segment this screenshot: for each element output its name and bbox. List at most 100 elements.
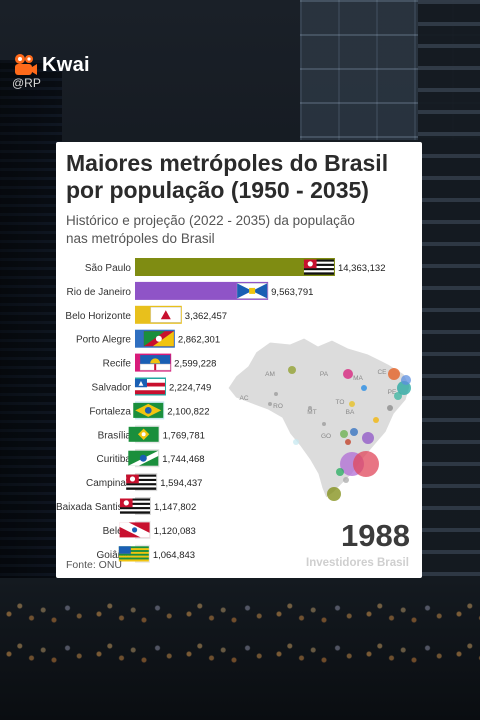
map-city-bubble <box>327 487 341 501</box>
bar-category-label: Porto Alegre <box>76 335 131 346</box>
state-flag-icon <box>236 283 268 299</box>
bar-value-label: 9,563,791 <box>271 287 313 298</box>
bar-category-label: Belo Horizonte <box>65 311 131 322</box>
chart-subtitle: Histórico e projeção (2022 - 2035) da po… <box>66 213 355 246</box>
bar-value-label: 1,769,781 <box>163 430 205 441</box>
bar-value-label: 2,100,822 <box>167 406 209 417</box>
kwai-handle: @RP <box>12 76 41 90</box>
bar-row: Curitiba 1,744,468 <box>97 449 205 468</box>
map-state-label: GO <box>321 433 331 440</box>
map-state-label: PE <box>388 389 397 396</box>
bar-row: São Paulo 14,363,132 <box>85 258 386 276</box>
brand-label: Investidores Brasil <box>306 557 409 569</box>
map-state-label: PA <box>320 371 329 378</box>
bar-row: Rio de Janeiro 9,563,791 <box>67 281 313 300</box>
map-city-bubble <box>345 439 351 445</box>
chart-card: Maiores metrópoles do Brasil por populaç… <box>56 142 422 578</box>
map-city-bubble <box>340 430 348 438</box>
bar-value-label: 1,744,468 <box>162 454 204 465</box>
bar-category-label: Brasília <box>98 430 132 441</box>
bar-category-label: Belém <box>103 526 131 537</box>
bar-row: Brasília 1,769,781 <box>98 425 205 444</box>
state-flag-icon <box>133 402 164 418</box>
bar-category-label: Rio de Janeiro <box>67 287 132 298</box>
map-city-bubble <box>362 432 374 444</box>
map-city-bubble <box>288 366 296 374</box>
bar-row: Recife 2,599,228 <box>103 353 216 372</box>
bar-row: Campinas 1,594,437 <box>86 473 202 492</box>
brazil-map-shape <box>227 337 411 499</box>
bar-value-label: 2,599,228 <box>174 359 216 370</box>
state-flag-icon <box>126 474 157 490</box>
map-city-bubble <box>308 406 312 410</box>
map-city-bubble <box>353 451 379 477</box>
map-city-bubble <box>349 401 355 407</box>
map-state-label: MT <box>307 409 316 416</box>
map-city-bubble <box>361 385 367 391</box>
map-city-bubble <box>293 439 299 445</box>
state-flag-icon <box>119 522 150 538</box>
map-city-bubble <box>387 405 393 411</box>
year-label: 1988 <box>341 518 410 553</box>
bar-category-label: Salvador <box>92 383 132 394</box>
map-city-bubble <box>336 468 344 476</box>
map-city-bubble <box>343 477 349 483</box>
bar-value-label: 2,224,749 <box>169 383 211 394</box>
map-city-bubble <box>274 392 278 396</box>
state-flag-icon <box>139 355 171 371</box>
state-flag-icon <box>150 307 182 323</box>
source-label: Fonte: ONU <box>66 559 123 571</box>
bar-row: Goiânia 1,064,843 <box>97 544 195 563</box>
bar-category-label: Goiânia <box>97 550 132 561</box>
map-city-bubble <box>350 428 358 436</box>
bars-group: São Paulo 14,363,132 Rio de Janeiro 9,563,7… <box>56 258 386 563</box>
state-flag-icon <box>128 426 159 442</box>
state-flag-icon <box>128 450 159 466</box>
bar <box>135 258 335 276</box>
kwai-name: Kwai <box>42 53 90 76</box>
bar-value-label: 1,064,843 <box>153 550 195 561</box>
bar-category-label: Recife <box>103 359 132 370</box>
map-city-bubble <box>373 417 379 423</box>
map-state-label: AM <box>265 371 275 378</box>
building-left <box>0 60 62 620</box>
state-flag-icon <box>134 379 165 395</box>
kwai-logo-icon <box>15 54 37 75</box>
map-city-bubble <box>394 392 402 400</box>
city-skyline <box>0 578 480 720</box>
bar-row: Belém 1,120,083 <box>103 520 196 539</box>
bar-row: Baixada Santista 1,147,802 <box>56 497 196 515</box>
map-city-bubble <box>343 369 353 379</box>
map-city-bubble <box>401 375 411 385</box>
chart-title: Maiores metrópoles do Brasil por populaç… <box>66 150 389 203</box>
bar-row: Porto Alegre 2,862,301 <box>76 329 220 348</box>
state-flag-icon <box>118 546 149 562</box>
map-city-bubble <box>388 368 400 380</box>
map-city-bubble <box>268 402 272 406</box>
state-flag-icon <box>119 498 150 514</box>
map-state-label: TO <box>336 399 345 406</box>
map-state-label: BA <box>346 409 355 416</box>
state-flag-icon <box>303 259 334 275</box>
bar-value-label: 2,862,301 <box>178 335 220 346</box>
bar-row: Fortaleza 2,100,822 <box>89 401 210 420</box>
bar-value-label: 1,594,437 <box>160 478 202 489</box>
map-state-label: CE <box>377 369 387 376</box>
bar-value-label: 1,147,802 <box>154 502 196 513</box>
map-state-label: MA <box>353 375 363 382</box>
map-state-label: AC <box>239 395 248 402</box>
bar-value-label: 1,120,083 <box>154 526 196 537</box>
bar-value-label: 3,362,457 <box>185 311 227 322</box>
kwai-watermark: Kwai @RP <box>12 52 90 91</box>
city-lights <box>0 590 480 670</box>
bar <box>135 281 269 300</box>
bar-value-label: 14,363,132 <box>338 263 386 274</box>
bar-row: Salvador 2,224,749 <box>92 377 211 396</box>
map-state-label: RO <box>273 403 283 410</box>
bar-row: Belo Horizonte 3,362,457 <box>65 305 227 324</box>
bar-category-label: Baixada Santista <box>56 502 131 513</box>
bar-category-label: São Paulo <box>85 263 132 274</box>
